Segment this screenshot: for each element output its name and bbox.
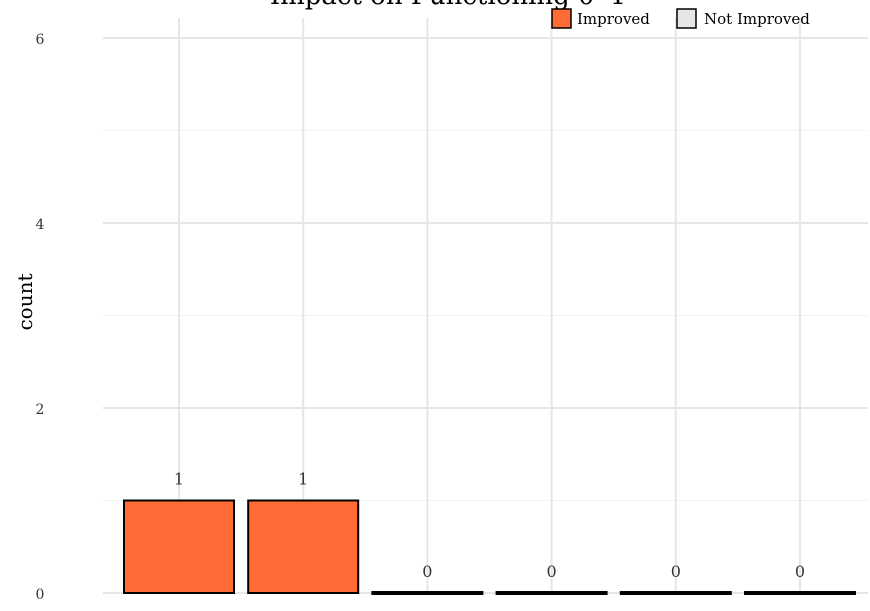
legend-label-improved: Improved	[577, 10, 650, 28]
data-labels: 1 1 0 0 0 0	[174, 470, 805, 582]
bar	[247, 499, 360, 594]
y-tick-label: 2	[36, 402, 45, 418]
legend-swatch-not-improved	[676, 8, 697, 29]
legend-swatch-improved	[551, 8, 572, 29]
legend: Improved Not Improved	[551, 8, 810, 29]
legend-label-not-improved: Not Improved	[704, 10, 810, 28]
y-axis-title: count	[13, 273, 37, 330]
bars	[123, 499, 856, 595]
y-axis-ticks: 0 2 4 6	[36, 32, 45, 603]
bar-value-label: 0	[795, 562, 805, 581]
bar	[123, 499, 235, 594]
bar-value-label: 0	[671, 562, 681, 581]
grid-lines	[103, 18, 868, 594]
bar-value-label: 1	[174, 470, 184, 489]
bar-value-label: 0	[422, 562, 432, 581]
y-tick-label: 4	[36, 217, 45, 233]
bar-value-label: 0	[547, 562, 557, 581]
chart-title: Impact on Functioning 0–4	[270, 0, 624, 11]
y-tick-label: 0	[36, 587, 45, 603]
bar-value-label: 1	[298, 470, 308, 489]
y-tick-label: 6	[36, 32, 45, 48]
